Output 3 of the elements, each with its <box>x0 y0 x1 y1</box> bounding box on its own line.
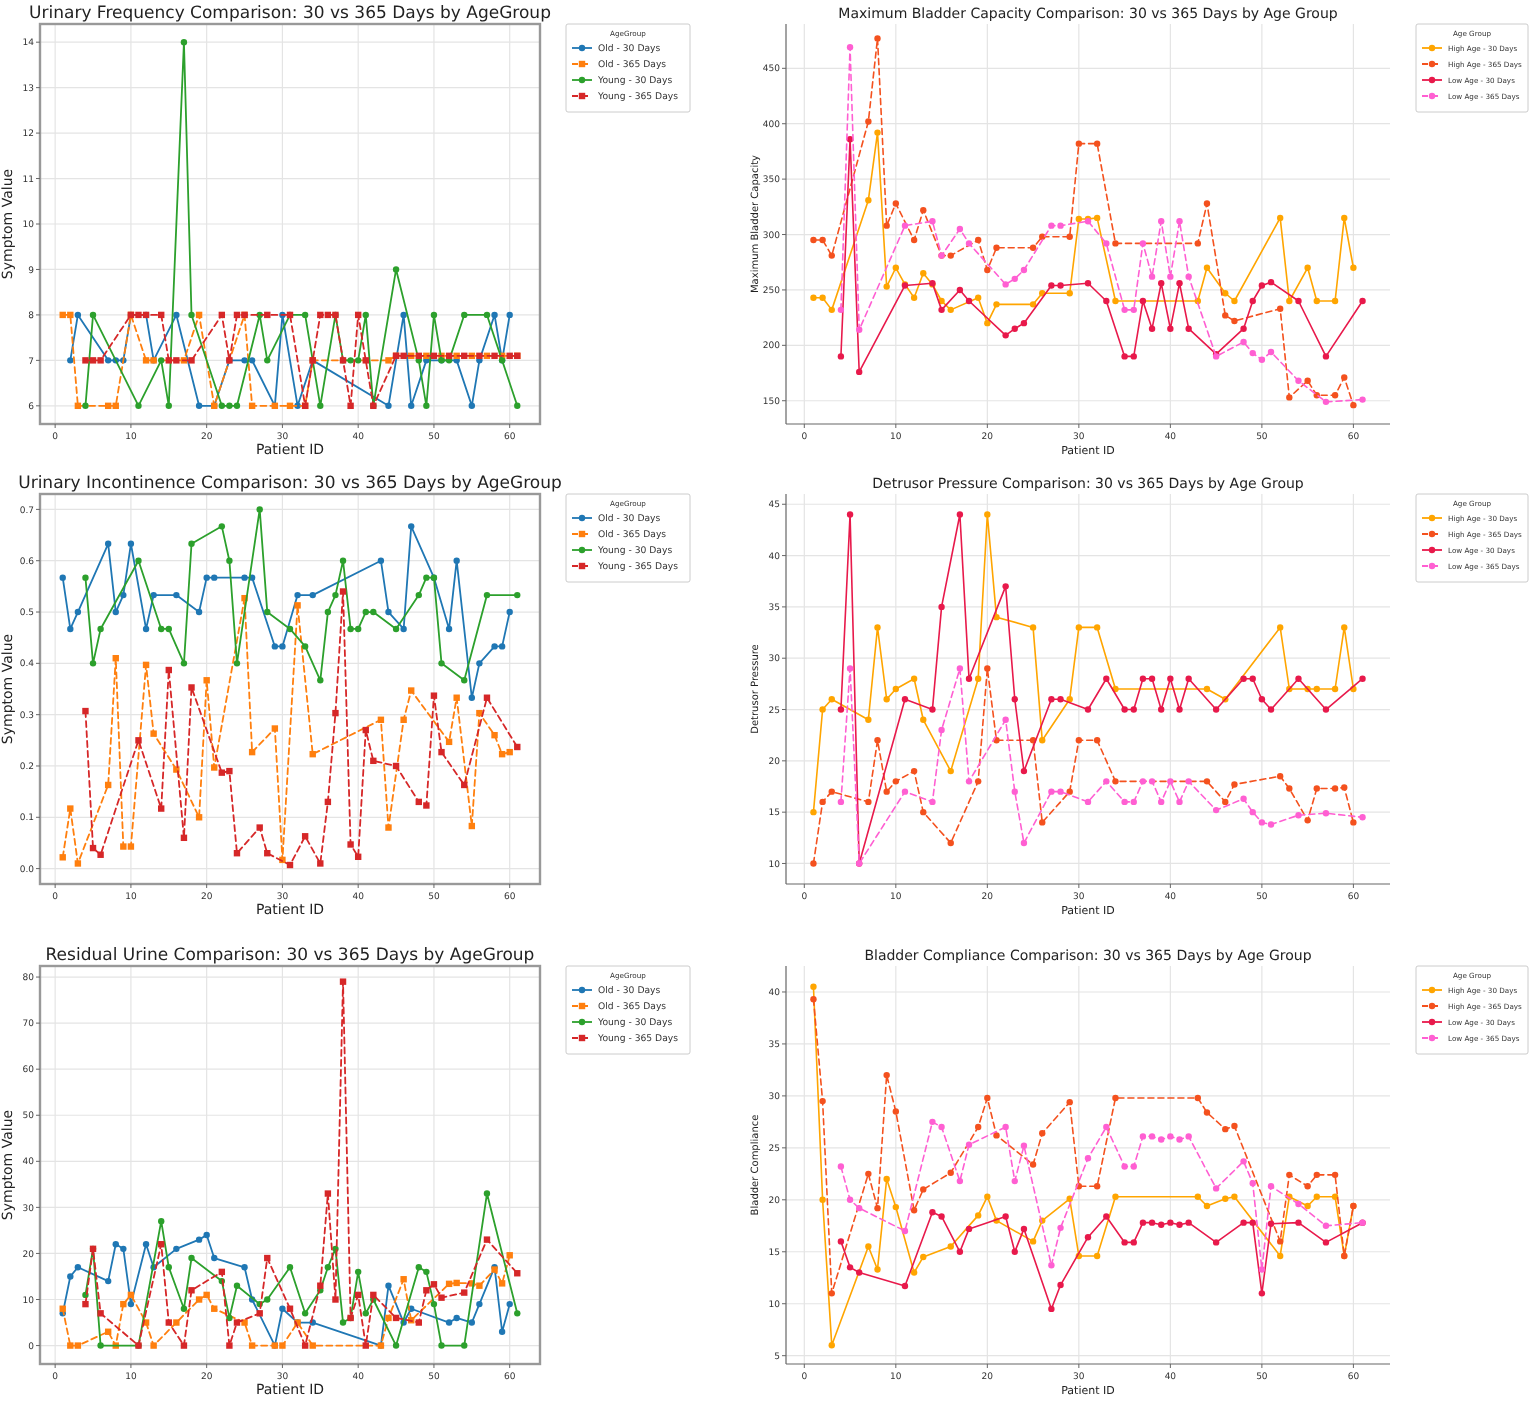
chart-title: Urinary Incontinence Comparison: 30 vs 365 Days by AgeGroup <box>18 474 562 494</box>
chart-title: Urinary Frequency Comparison: 30 vs 365 Days by AgeGroup <box>29 4 551 24</box>
chart-title: Residual Urine Comparison: 30 vs 365 Days by AgeGroup <box>45 946 535 966</box>
